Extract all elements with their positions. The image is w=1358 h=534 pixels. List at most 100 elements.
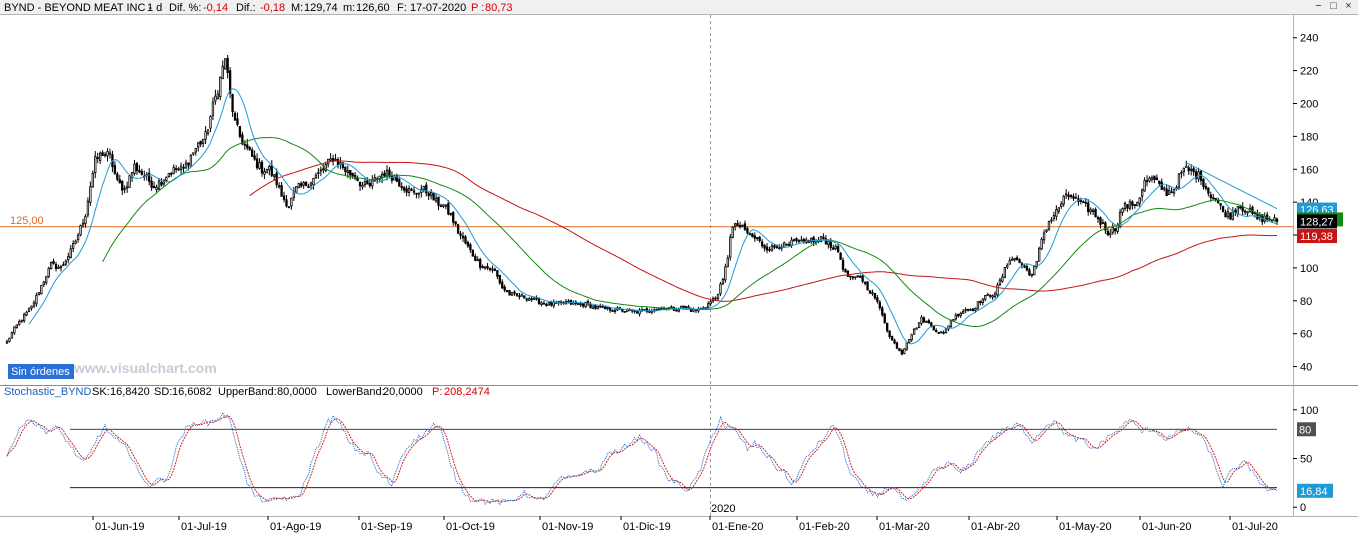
candle[interactable] (148, 168, 151, 186)
candle[interactable] (1011, 256, 1014, 261)
candle[interactable] (268, 164, 271, 176)
candle[interactable] (192, 152, 195, 156)
candle[interactable] (503, 284, 506, 293)
maximize-icon[interactable]: □ (1330, 0, 1337, 12)
candle[interactable] (505, 290, 509, 293)
candle[interactable] (479, 257, 482, 271)
candle[interactable] (939, 331, 943, 334)
candle[interactable] (1047, 220, 1051, 231)
candle[interactable] (280, 181, 283, 197)
candle[interactable] (143, 170, 146, 181)
candle[interactable] (640, 307, 644, 313)
candle[interactable] (116, 171, 119, 182)
candle[interactable] (841, 257, 845, 273)
candle[interactable] (819, 235, 823, 243)
candle[interactable] (1192, 166, 1195, 176)
candle[interactable] (1052, 211, 1056, 222)
candle[interactable] (344, 166, 347, 176)
candle[interactable] (1194, 168, 1198, 183)
candle[interactable] (905, 342, 908, 351)
candle[interactable] (912, 328, 916, 335)
candle[interactable] (199, 140, 202, 147)
candle[interactable] (415, 192, 418, 199)
candle[interactable] (518, 292, 521, 300)
candle[interactable] (535, 295, 538, 301)
candle[interactable] (108, 148, 112, 159)
candle[interactable] (20, 319, 23, 323)
candle[interactable] (876, 295, 879, 304)
candle[interactable] (1138, 197, 1141, 208)
candle[interactable] (233, 111, 237, 121)
candle[interactable] (1015, 255, 1019, 261)
candle[interactable] (76, 232, 80, 243)
candle[interactable] (910, 333, 913, 342)
candle[interactable] (768, 246, 771, 252)
candle[interactable] (513, 290, 516, 296)
candle[interactable] (432, 192, 435, 201)
close-icon[interactable]: × (1345, 0, 1352, 12)
candle[interactable] (206, 129, 210, 136)
candle[interactable] (1104, 221, 1107, 234)
candle[interactable] (1226, 207, 1230, 220)
candle[interactable] (1202, 178, 1205, 190)
candle[interactable] (410, 187, 413, 192)
candle[interactable] (314, 172, 318, 180)
candle[interactable] (731, 226, 734, 239)
candle[interactable] (1187, 165, 1190, 175)
stochastic-pane[interactable] (6, 411, 1278, 506)
candle[interactable] (1155, 174, 1159, 181)
candle[interactable] (194, 147, 197, 156)
candle[interactable] (138, 164, 141, 174)
candle[interactable] (216, 90, 220, 100)
candle[interactable] (1050, 217, 1053, 224)
candle[interactable] (859, 274, 862, 279)
candle[interactable] (285, 195, 288, 208)
candle[interactable] (434, 193, 438, 203)
candle[interactable] (1212, 193, 1215, 200)
candle[interactable] (763, 244, 766, 252)
candle[interactable] (1067, 191, 1070, 201)
candle[interactable] (596, 305, 600, 310)
candle[interactable] (758, 235, 761, 243)
candle[interactable] (429, 189, 433, 200)
candle[interactable] (349, 169, 352, 180)
candle[interactable] (277, 182, 281, 189)
candle[interactable] (260, 159, 264, 177)
candle[interactable] (54, 261, 58, 272)
candle[interactable] (1040, 237, 1043, 251)
candle[interactable] (488, 267, 492, 272)
candle[interactable] (993, 291, 997, 299)
candle[interactable] (15, 324, 18, 329)
candle[interactable] (106, 148, 109, 162)
stoch-d-line[interactable] (6, 415, 1278, 503)
candle[interactable] (62, 261, 65, 267)
candle[interactable] (846, 269, 850, 277)
candle[interactable] (101, 150, 104, 157)
candle[interactable] (211, 97, 215, 121)
candle[interactable] (844, 268, 847, 273)
candle[interactable] (805, 237, 808, 245)
candle[interactable] (297, 182, 300, 189)
candle[interactable] (452, 211, 455, 226)
candle[interactable] (716, 293, 720, 301)
candle[interactable] (81, 218, 85, 228)
candle[interactable] (189, 153, 193, 168)
candle[interactable] (1111, 223, 1114, 235)
candle[interactable] (23, 312, 26, 323)
candle[interactable] (128, 174, 131, 188)
candle[interactable] (1256, 209, 1259, 220)
candle[interactable] (403, 185, 406, 193)
candle[interactable] (1074, 193, 1078, 199)
candle[interactable] (476, 256, 479, 262)
candle[interactable] (140, 168, 144, 176)
candle[interactable] (442, 204, 445, 209)
candle[interactable] (1199, 169, 1203, 186)
candle[interactable] (856, 275, 859, 278)
candle[interactable] (135, 161, 139, 175)
candle[interactable] (871, 289, 874, 296)
candle[interactable] (292, 186, 296, 201)
candle[interactable] (363, 178, 367, 188)
candle[interactable] (621, 308, 624, 313)
candle[interactable] (726, 255, 729, 268)
trend-line[interactable] (1186, 162, 1278, 210)
